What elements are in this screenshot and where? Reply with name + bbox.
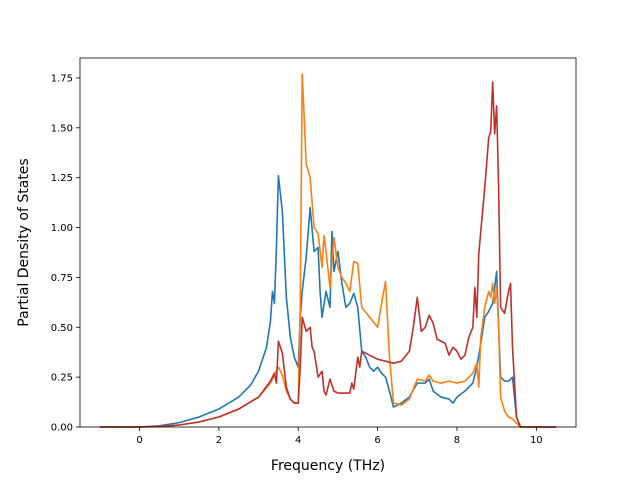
x-tick-label: 4 <box>295 435 301 446</box>
y-tick-label: 0.25 <box>51 373 73 384</box>
x-tick-label: 6 <box>374 435 380 446</box>
x-tick-label: 10 <box>530 435 543 446</box>
x-tick-label: 0 <box>136 435 142 446</box>
y-axis-label: Partial Density of States <box>16 158 32 326</box>
x-axis-label: Frequency (THz) <box>271 458 385 474</box>
y-tick-label: 0.75 <box>51 273 73 284</box>
series-line-2 <box>99 73 557 428</box>
x-axis-ticks: 0 2 4 6 8 10 <box>136 427 543 446</box>
y-tick-label: 1.00 <box>51 223 73 234</box>
x-tick-label: 2 <box>216 435 222 446</box>
y-tick-label: 0.50 <box>51 323 73 334</box>
y-tick-label: 1.25 <box>51 173 73 184</box>
y-tick-label: 1.75 <box>51 73 73 84</box>
y-tick-label: 1.50 <box>51 123 73 134</box>
x-tick-label: 8 <box>454 435 460 446</box>
series-layer <box>99 73 557 428</box>
y-axis-ticks: 0.00 0.25 0.50 0.75 1.00 1.25 1.50 1.75 <box>51 73 80 434</box>
plot-frame <box>79 57 577 428</box>
y-tick-label: 0.00 <box>51 423 73 434</box>
series-line-3 <box>99 81 557 428</box>
